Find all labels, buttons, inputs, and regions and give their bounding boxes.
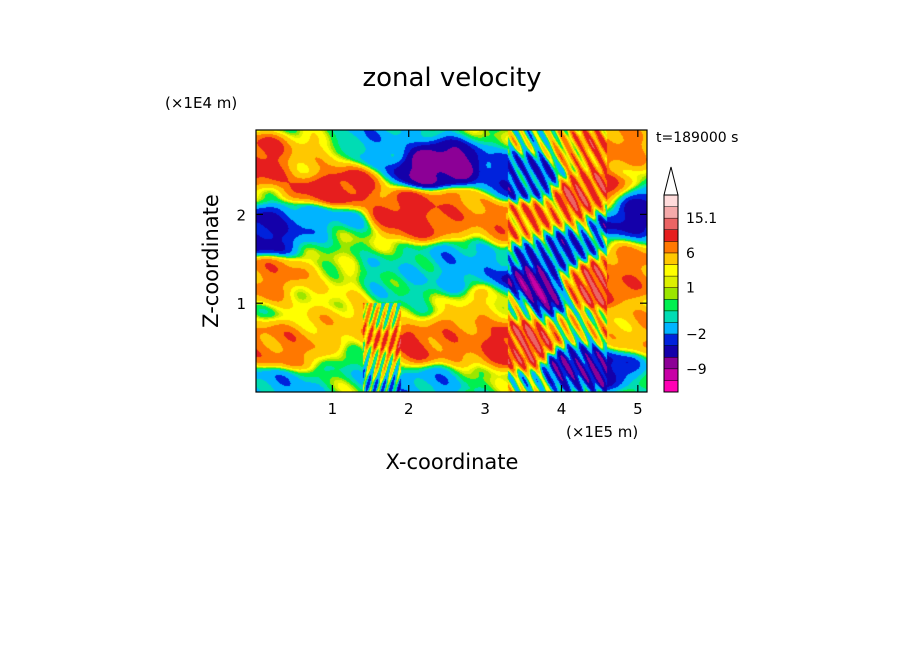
x-tick-label: 2 xyxy=(404,400,414,418)
colorbar-swatch xyxy=(664,334,678,346)
colorbar-swatch xyxy=(664,287,678,300)
y-tick-label: 2 xyxy=(236,206,246,224)
x-tick-label: 1 xyxy=(328,400,338,418)
plot-frame xyxy=(255,129,648,393)
colorbar-label: −2 xyxy=(686,327,707,343)
colorbar-swatch xyxy=(664,345,678,358)
x-tick-label: 3 xyxy=(480,400,490,418)
colorbar-frame xyxy=(663,194,679,393)
colorbar-swatch xyxy=(664,206,678,219)
colorbar-extend-arrow xyxy=(663,166,679,196)
chart-title: zonal velocity xyxy=(362,63,541,93)
y-axis-label: Z-coordinate xyxy=(199,194,223,328)
colorbar-swatch xyxy=(664,195,678,207)
colorbar-label: 1 xyxy=(686,281,695,297)
colorbar-swatch xyxy=(664,368,678,381)
colorbar-swatch xyxy=(664,322,678,335)
y-unit-label: (×1E4 m) xyxy=(165,94,237,112)
x-tick-label: 5 xyxy=(633,400,643,418)
colorbar-swatch xyxy=(664,229,678,242)
x-tick-label: 4 xyxy=(557,400,567,418)
colorbar-swatch xyxy=(664,218,678,231)
x-axis-label: X-coordinate xyxy=(386,450,519,474)
y-tick-label: 1 xyxy=(236,295,246,313)
colorbar-swatch xyxy=(664,299,678,312)
colorbar-swatch xyxy=(664,241,678,254)
time-label: t=189000 s xyxy=(656,130,738,146)
x-axis: 1 2 3 4 5 xyxy=(328,130,643,418)
colorbar-swatch xyxy=(664,264,678,277)
colorbar-swatch xyxy=(664,380,678,393)
colorbar-swatch xyxy=(664,310,678,323)
colorbar-swatch xyxy=(664,276,678,289)
y-axis: 12 xyxy=(236,206,647,313)
colorbar-label: −9 xyxy=(686,362,707,378)
heatmap-field xyxy=(256,130,647,392)
colorbar-label: 6 xyxy=(686,246,695,262)
heatmap-plot xyxy=(255,129,648,393)
colorbar-swatch xyxy=(664,252,678,265)
colorbar-swatch xyxy=(664,357,678,370)
x-unit-label: (×1E5 m) xyxy=(566,423,638,441)
colorbar: 15.1 6 1 −2 −9 xyxy=(663,166,717,393)
colorbar-label: 15.1 xyxy=(686,211,717,227)
